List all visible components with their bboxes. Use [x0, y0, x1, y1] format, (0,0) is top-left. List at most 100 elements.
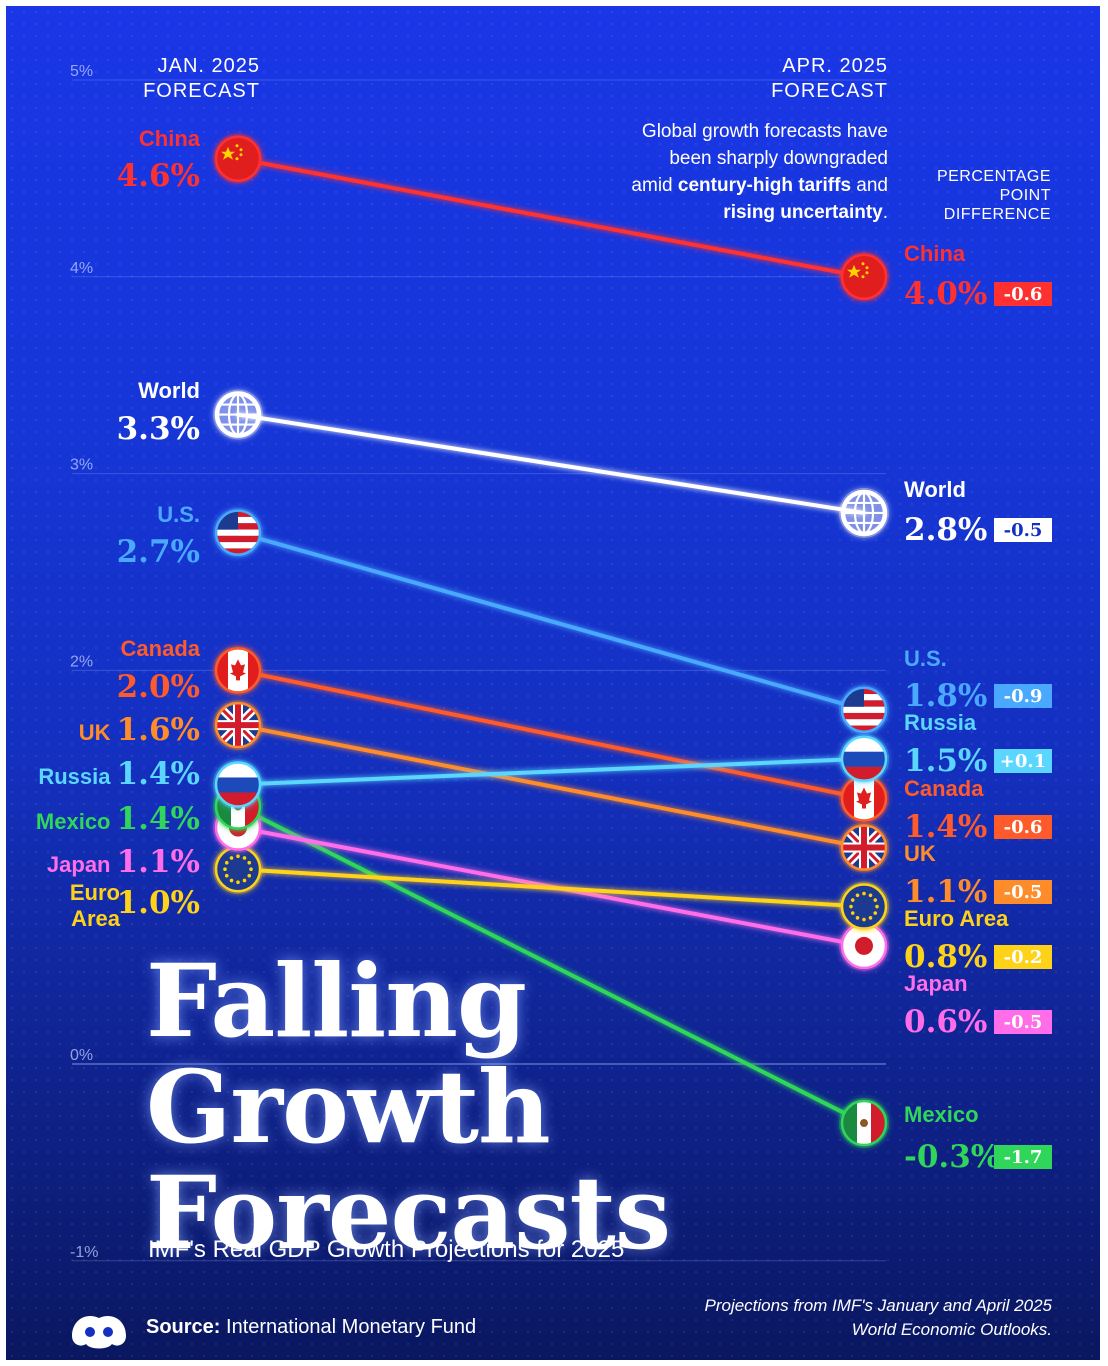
- series-line: [236, 804, 866, 1126]
- difference-value: +0.1: [1000, 751, 1046, 772]
- globe-icon: [839, 487, 889, 538]
- russia-flag-icon: [213, 759, 263, 810]
- note-text: .: [882, 202, 888, 223]
- china-flag-icon: [213, 133, 263, 184]
- y-tick-label: 4%: [70, 260, 93, 277]
- series-line: [236, 412, 866, 515]
- apr-header-line2: FORECAST: [771, 80, 888, 102]
- jan-series-name: China: [139, 126, 201, 151]
- difference-badge: [994, 282, 1052, 306]
- note-emphasis: century-high tariffs: [677, 175, 852, 196]
- jan-series-name: Area: [71, 906, 121, 931]
- note-line-2: been sharply downgraded: [566, 145, 888, 172]
- apr-value-label: 1.8%: [904, 678, 987, 714]
- jan-value-label: 4.6%: [117, 158, 200, 194]
- subtitle: IMF's Real GDP Growth Projections for 20…: [148, 1236, 625, 1263]
- ppd-line-2: POINT: [999, 187, 1051, 204]
- apr-value-label: 1.5%: [904, 743, 987, 779]
- apr-header-line1: APR. 2025: [782, 55, 888, 77]
- difference-value: -0.2: [1004, 947, 1043, 968]
- jan-series-name: Euro: [70, 880, 120, 905]
- apr-value-label: 1.1%: [904, 874, 987, 910]
- y-tick-label: 3%: [70, 457, 93, 474]
- note-line-3: amid century-high tariffs and: [566, 172, 888, 199]
- canada-flag-icon: [839, 773, 889, 824]
- apr-value-label: 0.8%: [904, 939, 987, 975]
- apr-series-name: UK: [904, 841, 936, 866]
- difference-badge: [994, 684, 1052, 708]
- uk-flag-icon: [213, 700, 263, 751]
- series-line: [236, 156, 866, 279]
- apr-series-name: Canada: [904, 776, 984, 801]
- jan-label: UK 1.6%: [79, 712, 200, 748]
- ppd-line-3: DIFFERENCE: [943, 206, 1051, 223]
- brand-logo: [68, 1306, 130, 1350]
- summary-note: Global growth forecasts have been sharpl…: [566, 118, 888, 226]
- y-tick-label: 2%: [70, 653, 93, 670]
- apr-series-name: World: [904, 477, 966, 502]
- note-text: Global growth forecasts have: [641, 121, 888, 142]
- jan-series-name: World: [138, 378, 200, 403]
- difference-value: -0.5: [1004, 882, 1043, 903]
- apr-series-name: Mexico: [904, 1102, 979, 1127]
- source-line: Source: International Monetary Fund: [146, 1316, 476, 1339]
- difference-value: -1.7: [1004, 1147, 1043, 1168]
- note-line-1: Global growth forecasts have: [566, 118, 888, 145]
- y-tick-label: 0%: [70, 1047, 93, 1064]
- y-tick-label: -1%: [70, 1244, 98, 1261]
- series-line: [236, 723, 866, 850]
- jan-header-line2: FORECAST: [143, 80, 260, 102]
- jan-series-name: U.S.: [157, 502, 200, 527]
- apr-value-label: 1.4%: [904, 809, 987, 845]
- note-emphasis: rising uncertainty: [723, 202, 883, 223]
- percentage-point-difference-header: PERCENTAGE POINT DIFFERENCE: [906, 167, 1051, 224]
- difference-badge: [994, 880, 1052, 904]
- eu-flag-icon: [839, 881, 889, 932]
- note-line-4: rising uncertainty.: [566, 199, 888, 226]
- jan-value-label: 3.3%: [117, 411, 200, 447]
- jan-label: Russia 1.4%: [38, 756, 200, 792]
- title-line-1: Falling: [146, 942, 527, 1060]
- brand-logo-icon: [72, 1316, 126, 1349]
- series-line: [236, 530, 866, 712]
- jan-value-label: 1.0%: [117, 885, 200, 921]
- y-tick-label: 5%: [70, 63, 93, 80]
- note-text: amid: [631, 175, 678, 196]
- jan-header-line1: JAN. 2025: [157, 55, 260, 77]
- source-text: International Monetary Fund: [220, 1316, 477, 1338]
- difference-badge: [994, 815, 1052, 839]
- series-line: [236, 756, 866, 787]
- apr-value-label: 2.8%: [904, 512, 987, 548]
- footnote-line-1: Projections from IMF's January and April…: [704, 1296, 1053, 1315]
- difference-value: -0.5: [1004, 1012, 1043, 1033]
- apr-series-name: Russia: [904, 710, 977, 735]
- apr-series-name: Euro Area: [904, 906, 1009, 931]
- canada-flag-icon: [213, 645, 263, 696]
- jan-value-label: 2.0%: [117, 669, 200, 705]
- difference-value: -0.6: [1004, 284, 1043, 305]
- us-flag-icon: [839, 684, 889, 735]
- ppd-line-1: PERCENTAGE: [936, 168, 1051, 185]
- apr-value-label: 4.0%: [904, 276, 987, 312]
- difference-badge: [994, 1145, 1052, 1169]
- us-flag-icon: [213, 507, 263, 558]
- infographic-frame: 5% 4% 3% 2% 0% -1% China 4.6% China 4.0% -0.6 Worl…: [6, 6, 1100, 1360]
- difference-value: -0.6: [1004, 817, 1043, 838]
- apr-value-label: 0.6%: [904, 1004, 987, 1040]
- series-line: [236, 668, 866, 801]
- difference-badge: [994, 749, 1052, 773]
- apr-column-header: APR. 2025 FORECAST: [726, 54, 888, 104]
- globe-icon: [213, 389, 263, 440]
- footnote-line-2: World Economic Outlooks.: [851, 1320, 1052, 1339]
- title-line-2: Growth: [146, 1048, 551, 1166]
- difference-badge: [994, 1010, 1052, 1034]
- apr-series-name: Japan: [904, 971, 968, 996]
- difference-badge: [994, 518, 1052, 542]
- main-title: Falling Growth Forecasts: [146, 942, 671, 1272]
- china-flag-icon: [839, 251, 889, 302]
- difference-badge: [994, 945, 1052, 969]
- slope-chart: 5% 4% 3% 2% 0% -1% China 4.6% China 4.0% -0.6 Worl…: [36, 63, 1052, 1262]
- title-line-3: Forecasts: [146, 1154, 671, 1272]
- uk-flag-icon: [839, 822, 889, 873]
- apr-value-label: -0.3%: [904, 1139, 1000, 1175]
